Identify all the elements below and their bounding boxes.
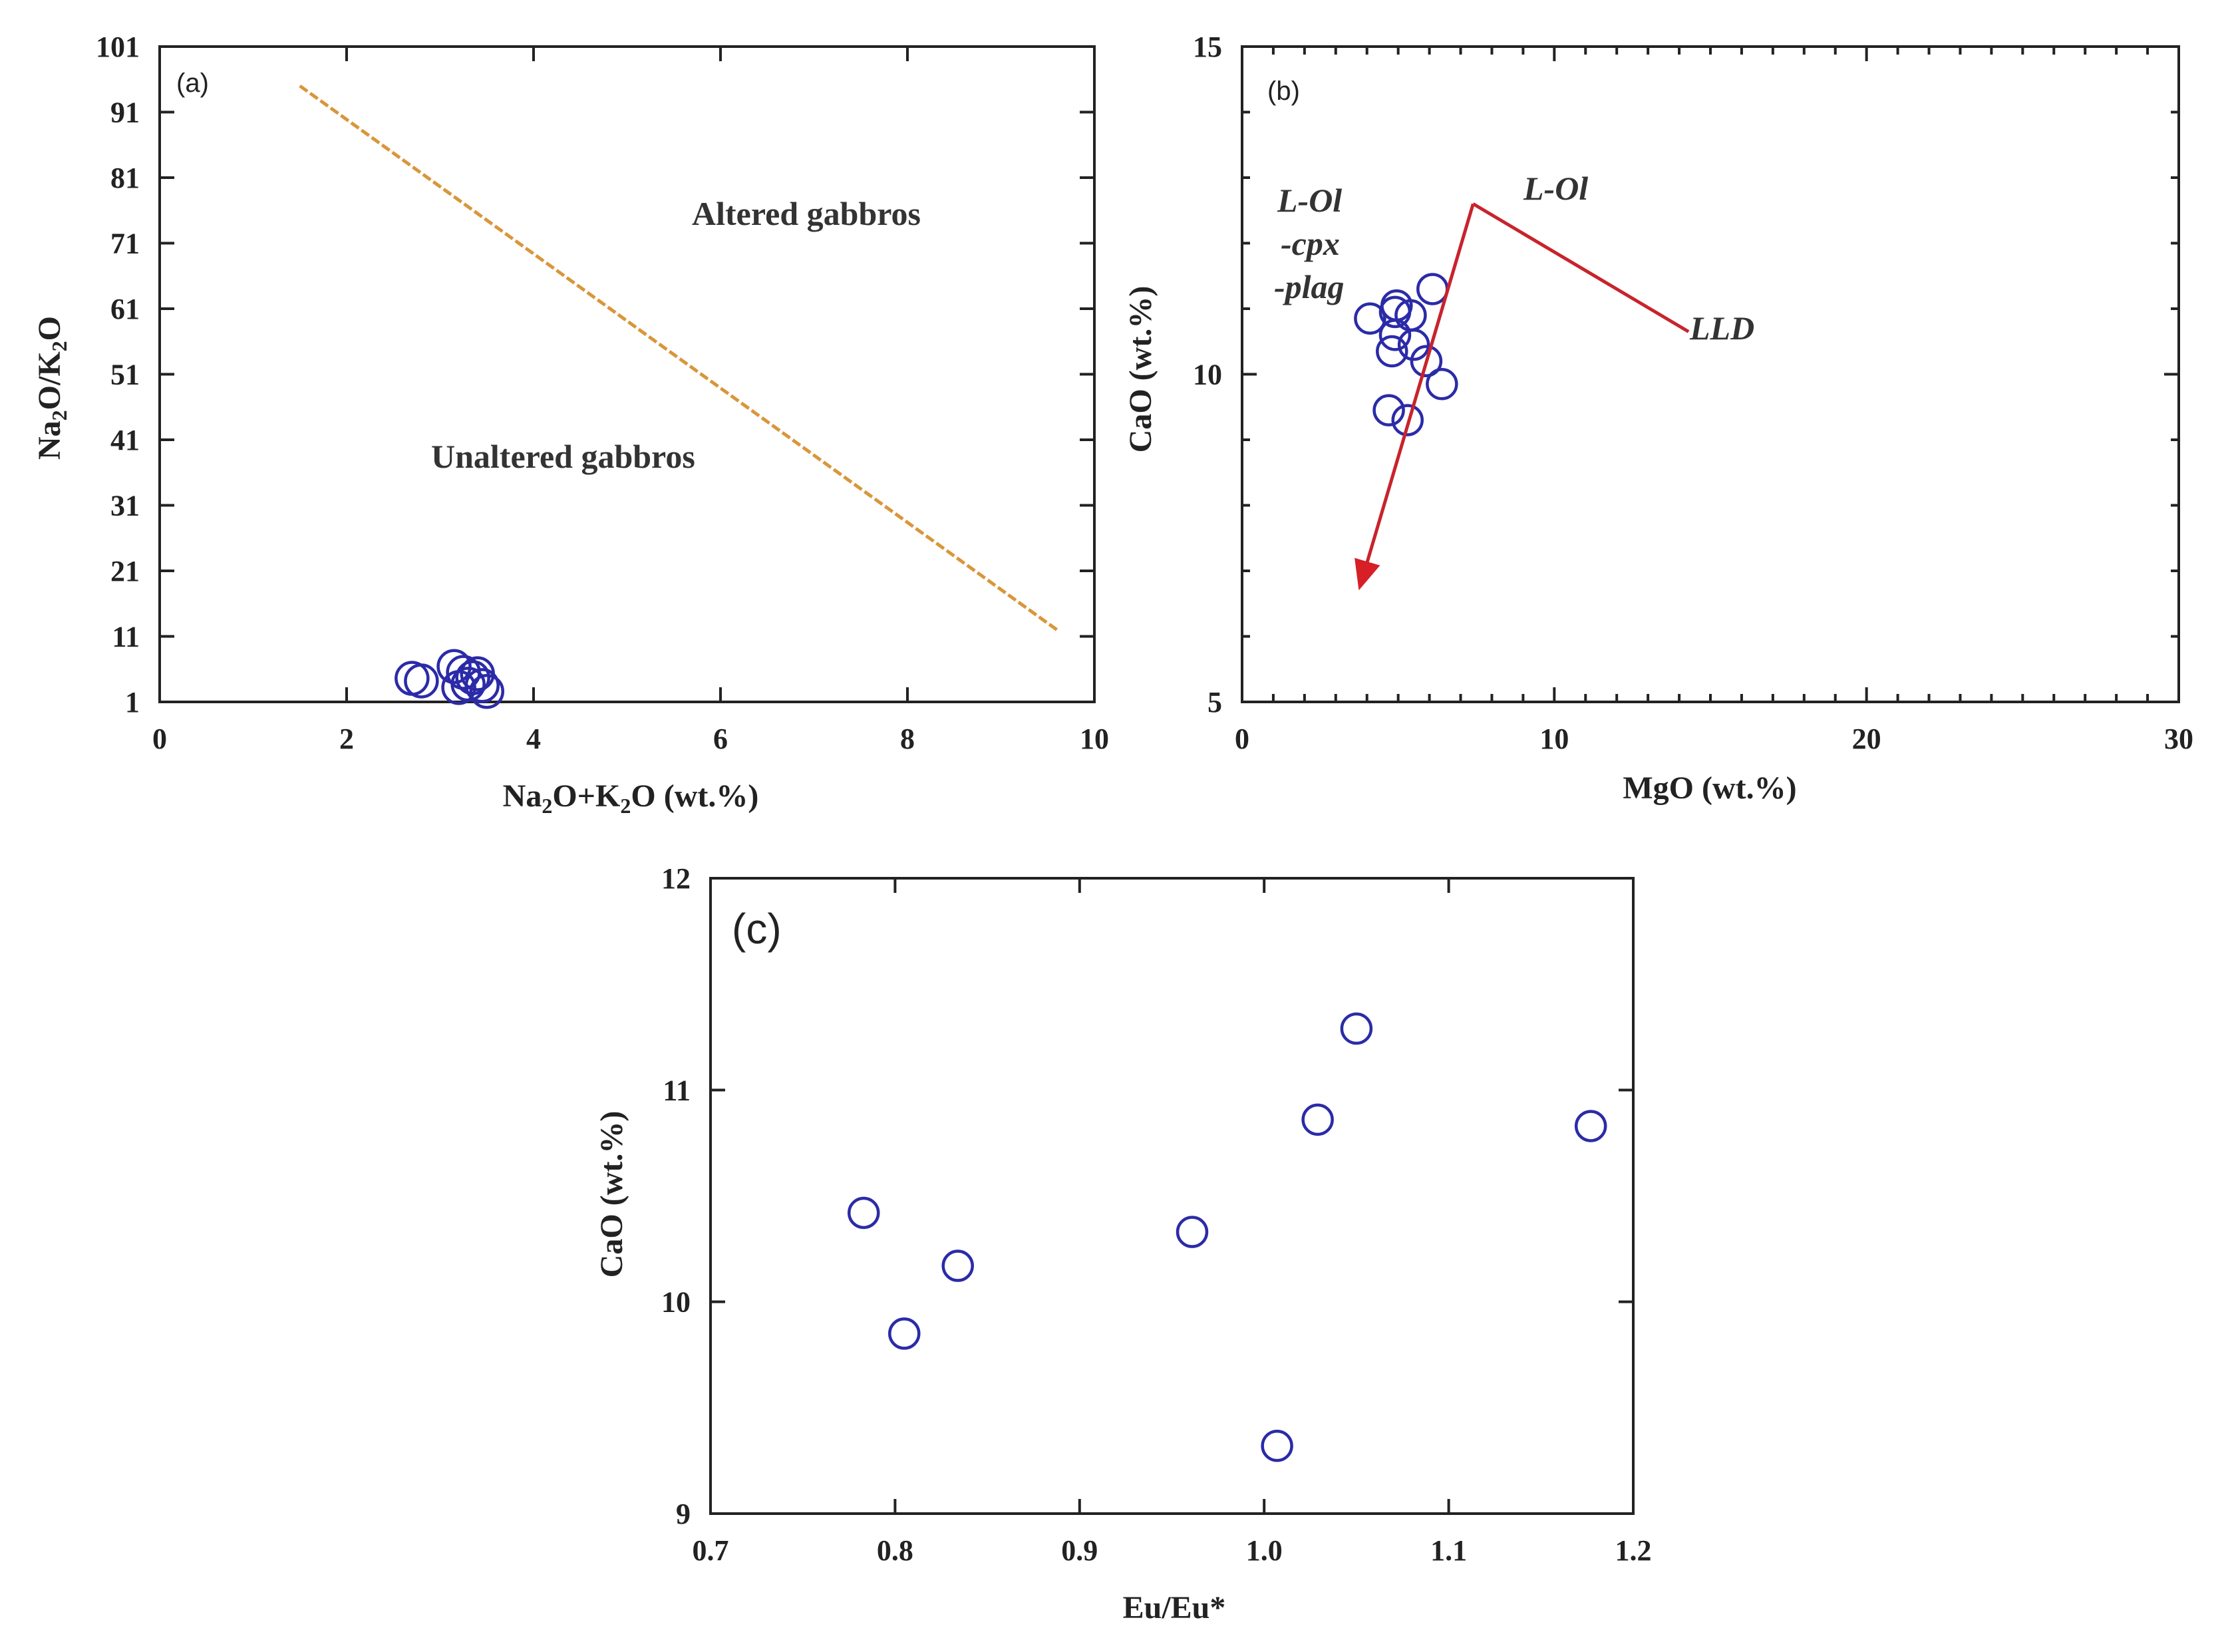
x-tick-label: 8 [900, 723, 915, 755]
data-point [1378, 319, 1412, 351]
data-point [469, 673, 504, 709]
panel-c-points [847, 1012, 1607, 1462]
panel-a-x-tick-labels: 0 2 4 6 8 10 [152, 723, 1109, 755]
data-point [436, 649, 472, 685]
panel-b-l-ol-cpx-plag-label-3: -plag [1274, 268, 1345, 305]
y-tick-label: 10 [1193, 359, 1222, 391]
panel-b-x-axis-title: MgO (wt.%) [1623, 770, 1796, 806]
y-tick-label: 81 [110, 162, 140, 194]
x-tick-label: 1.2 [1615, 1534, 1652, 1567]
panel-b-frame [1241, 45, 2180, 703]
data-point [941, 1249, 974, 1282]
x-tick-label: 10 [1080, 723, 1109, 755]
fractionation-vector-arrow [1354, 203, 1475, 591]
y-tick-label: 11 [112, 621, 140, 653]
panel-a-frame [158, 45, 1096, 703]
panel-c-ticks [709, 877, 1635, 1515]
x-tick-label: 6 [713, 723, 728, 755]
data-point [441, 670, 476, 705]
x-tick-label: 4 [526, 723, 541, 755]
y-tick-label: 11 [663, 1074, 691, 1106]
y-tick-label: 41 [110, 424, 140, 456]
y-tick-label: 10 [661, 1286, 691, 1319]
panel-c-y-tick-labels: 9 10 11 12 [661, 862, 691, 1530]
data-point [1416, 273, 1449, 305]
panel-c-y-axis-title: CaO (wt.%) [594, 1111, 629, 1278]
panel-c-x-axis-title: Eu/Eu* [1123, 1590, 1226, 1625]
y-tick-label: 61 [110, 293, 140, 325]
panel-b-points [1354, 273, 1458, 436]
x-tick-label: 10 [1539, 723, 1569, 755]
data-point [1376, 335, 1408, 368]
data-point [404, 663, 439, 699]
lld-vector-line [1472, 202, 1690, 333]
data-point [1410, 345, 1443, 378]
y-tick-label: 71 [110, 228, 140, 260]
x-tick-label: 0 [1235, 723, 1249, 755]
data-point [1261, 1429, 1293, 1462]
x-tick-label: 0.7 [693, 1534, 729, 1567]
panel-b: 0 10 20 30 5 10 15 (b) L-Ol L-Ol -cpx -plag L… [1123, 31, 2193, 806]
panel-b-l-ol-cpx-plag-label-2: -cpx [1281, 225, 1340, 262]
panel-c-frame [709, 877, 1635, 1515]
data-point [1426, 368, 1458, 401]
x-tick-label: 1.0 [1246, 1534, 1283, 1567]
x-tick-label: 0 [152, 723, 167, 755]
data-point [1301, 1103, 1334, 1136]
panel-a-boundary-line [299, 84, 1058, 631]
panel-b-l-ol-label: L-Ol [1523, 170, 1588, 207]
y-tick-label: 9 [676, 1498, 691, 1530]
panel-b-tag: (b) [1267, 77, 1300, 106]
data-point [1397, 328, 1430, 361]
x-tick-label: 1.1 [1430, 1534, 1467, 1567]
y-tick-label: 21 [110, 555, 140, 587]
panel-b-l-ol-cpx-plag-label-1: L-Ol [1277, 182, 1342, 219]
data-point [888, 1317, 921, 1350]
panel-b-x-tick-labels: 0 10 20 30 [1235, 723, 2193, 755]
panel-a-tag: (a) [176, 69, 209, 98]
x-tick-label: 20 [1852, 723, 1881, 755]
data-point [1372, 394, 1405, 426]
data-point [1340, 1012, 1373, 1045]
y-tick-label: 91 [110, 96, 140, 129]
panel-a-points [395, 649, 504, 709]
data-point [1354, 302, 1386, 335]
panel-a-x-axis-title: Na2O+K2O (wt.%) [503, 778, 759, 818]
x-tick-label: 0.9 [1061, 1534, 1098, 1567]
panel-b-vectors [1354, 202, 1690, 591]
y-tick-label: 12 [661, 862, 691, 895]
data-point [1176, 1216, 1209, 1248]
panel-c: 0.7 0.8 0.9 1.0 1.1 1.2 9 10 11 12 (c) Eu/Eu* Ca… [594, 862, 1652, 1625]
y-tick-label: 1 [125, 686, 140, 719]
data-point [847, 1196, 880, 1230]
panel-a-ticks [158, 45, 1096, 703]
panel-b-y-axis-title: CaO (wt.%) [1123, 286, 1158, 453]
x-tick-label: 0.8 [877, 1534, 913, 1567]
panel-c-tag: (c) [732, 905, 782, 953]
panel-a-unaltered-label: Unaltered gabbros [431, 438, 695, 475]
y-tick-label: 101 [96, 31, 140, 63]
x-tick-label: 2 [339, 723, 354, 755]
panel-c-x-tick-labels: 0.7 0.8 0.9 1.0 1.1 1.2 [693, 1534, 1652, 1567]
panel-b-ticks [1241, 45, 2180, 703]
data-point [464, 668, 500, 703]
y-tick-label: 5 [1207, 686, 1222, 719]
x-tick-label: 30 [2164, 723, 2193, 755]
panel-a-y-axis-title: Na2O/K2O [32, 316, 71, 460]
data-point [1574, 1110, 1607, 1142]
y-tick-label: 51 [110, 359, 140, 391]
y-tick-label: 15 [1193, 31, 1222, 63]
y-tick-label: 31 [110, 490, 140, 522]
panel-b-y-tick-labels: 5 10 15 [1193, 31, 1222, 719]
panel-b-lld-label: LLD [1689, 309, 1754, 347]
data-point [1391, 404, 1424, 436]
panel-a-altered-label: Altered gabbros [692, 195, 921, 232]
